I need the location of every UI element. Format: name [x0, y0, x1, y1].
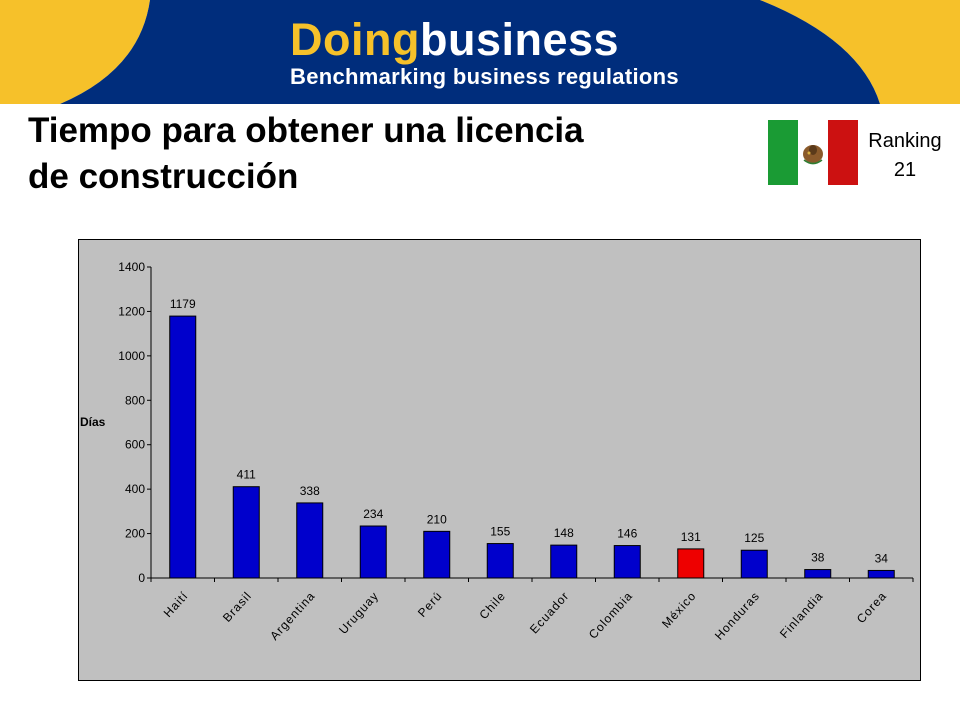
- bar: [740, 549, 768, 579]
- ranking-value: 21: [893, 159, 917, 181]
- bar-highlight: [677, 548, 705, 579]
- slide-title-line-2: de construcción: [28, 157, 299, 196]
- ranking-box: Ranking 21: [858, 127, 952, 185]
- brand-logo: Doingbusiness: [290, 14, 619, 66]
- data-label: 34: [875, 551, 889, 565]
- data-label: 210: [427, 512, 447, 526]
- data-label: 234: [363, 507, 383, 521]
- y-tick-label: 400: [125, 482, 145, 496]
- slide-title-line-1: Tiempo para obtener una licencia: [28, 111, 584, 150]
- data-label: 131: [681, 530, 701, 544]
- bar: [613, 545, 641, 579]
- brand-logo-business: business: [419, 14, 620, 65]
- bar: [169, 315, 197, 579]
- y-axis-title: Días: [80, 415, 106, 429]
- mexico-flag-icon: [768, 120, 858, 185]
- chart-layer: 0200400600800100012001400Días1179Haití41…: [80, 260, 914, 643]
- y-tick-label: 0: [138, 571, 145, 585]
- bar: [804, 569, 832, 579]
- bar: [486, 543, 514, 579]
- bar: [359, 525, 387, 579]
- ranking-label: Ranking: [868, 130, 942, 152]
- slide-title: Tiempo para obtener una licencia de const…: [28, 108, 748, 200]
- data-label: 338: [300, 484, 320, 498]
- brand-logo-doing: Doing: [290, 14, 420, 65]
- data-label: 38: [811, 551, 825, 565]
- data-label: 125: [744, 531, 764, 545]
- data-label: 1179: [170, 297, 196, 311]
- bar: [550, 544, 578, 579]
- bar: [867, 569, 895, 579]
- y-tick-label: 600: [125, 438, 145, 452]
- y-tick-label: 1200: [118, 304, 145, 318]
- data-label: 148: [554, 526, 574, 540]
- bar: [232, 486, 260, 579]
- bar: [296, 502, 324, 579]
- data-label: 155: [490, 525, 510, 539]
- y-tick-label: 1400: [118, 260, 145, 274]
- header-banner: [0, 0, 960, 104]
- bar-chart: 0200400600800100012001400Días1179Haití41…: [78, 239, 921, 681]
- bar: [423, 530, 451, 579]
- data-label: 411: [237, 468, 256, 482]
- y-tick-label: 200: [125, 527, 145, 541]
- brand-tagline: Benchmarking business regulations: [290, 64, 679, 89]
- y-tick-label: 1000: [118, 349, 145, 363]
- data-label: 146: [617, 527, 637, 541]
- y-tick-label: 800: [125, 393, 145, 407]
- chart-background: [78, 239, 921, 681]
